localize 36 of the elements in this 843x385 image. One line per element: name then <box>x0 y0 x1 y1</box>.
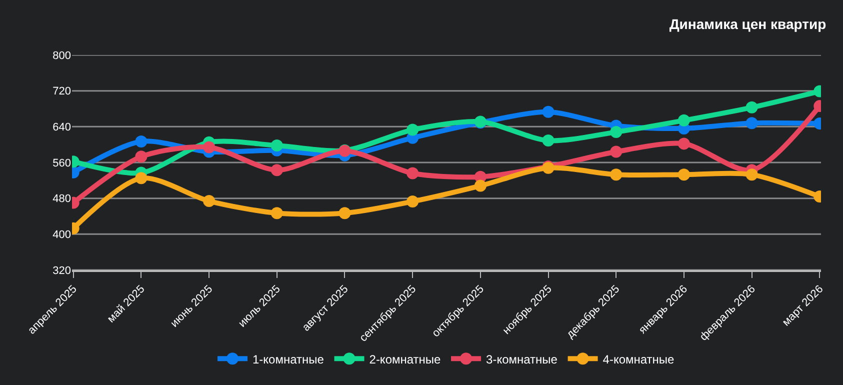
point <box>610 168 622 181</box>
point <box>746 117 758 130</box>
point <box>610 126 622 138</box>
point <box>203 141 216 154</box>
point <box>406 195 419 208</box>
point <box>203 195 216 208</box>
y-tick-label: 720 <box>52 86 71 98</box>
chart-title: Динамика цен квартир <box>669 16 826 32</box>
point <box>406 124 419 136</box>
point <box>338 207 351 220</box>
legend-label: 2-комнатные <box>369 352 442 366</box>
point <box>135 172 148 184</box>
legend-label: 1-комнатные <box>252 352 324 366</box>
y-tick-label: 320 <box>52 264 71 277</box>
point <box>270 207 283 220</box>
point <box>406 167 419 180</box>
point <box>746 168 758 181</box>
y-tick-label: 560 <box>52 157 71 170</box>
point <box>678 168 690 181</box>
point <box>678 138 690 150</box>
point <box>270 164 283 176</box>
y-tick-label: 800 <box>52 50 71 62</box>
point <box>542 134 554 147</box>
y-tick-label: 400 <box>52 229 71 242</box>
point <box>542 106 554 118</box>
y-tick-label: 480 <box>52 193 71 206</box>
y-tick-label: 640 <box>52 122 71 134</box>
point <box>474 180 486 192</box>
legend-label: 4-комнатные <box>602 352 675 366</box>
legend-label: 3-комнатные <box>486 352 558 366</box>
point <box>678 114 690 126</box>
point <box>270 139 283 152</box>
point <box>135 135 148 148</box>
point <box>610 146 622 158</box>
point <box>135 150 148 163</box>
point <box>746 101 758 114</box>
